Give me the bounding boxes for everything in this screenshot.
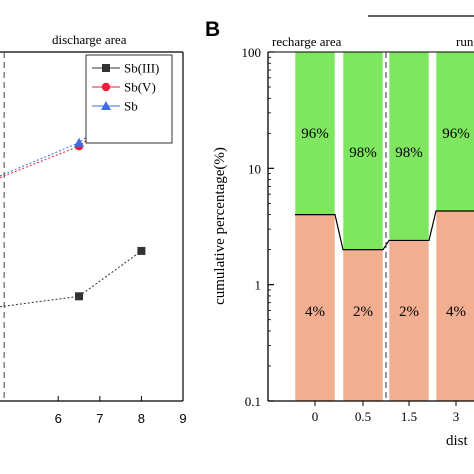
panel-b-letter: B: [205, 18, 220, 41]
bar-upper-label-2: 98%: [395, 145, 423, 161]
panel-b: B 4% 96% 2% 98% 2% 98% 4% 96% 0.1 1 10 100 0 0.5 1.5…: [205, 15, 474, 449]
bar-upper-1: [342, 51, 384, 250]
legend-marker-0: [102, 64, 110, 72]
bar-lower-label-3: 4%: [446, 304, 466, 320]
panel-b-annotation-recharge: recharge area: [272, 34, 342, 49]
panel-b-x-tick-label-1: 0.5: [355, 409, 371, 424]
legend-label-2: Sb: [124, 99, 138, 114]
panel-b-y-tick-label-1: 1: [255, 278, 262, 293]
bar-upper-3: [435, 51, 474, 212]
bar-lower-1: [342, 249, 384, 402]
panel-b-y-axis-label: cumulative percentage(%): [212, 147, 228, 305]
legend-items: Sb(III) Sb(V) Sb: [92, 61, 159, 114]
legend-label-1: Sb(V): [124, 80, 156, 95]
series-2-point-1: [74, 137, 85, 147]
legend-box: [85, 54, 173, 144]
panel-b-x-tick-label-2: 1.5: [401, 409, 417, 424]
bar-lower-2: [388, 240, 430, 402]
panel-a-x-tick-label-3: 9: [179, 411, 186, 426]
bar-lower-label-1: 2%: [353, 304, 373, 320]
panel-a-x-tick-label-2: 8: [138, 411, 145, 426]
panel-a-annotation-discharge: discharge area: [52, 32, 127, 47]
series-0-point-1: [75, 292, 84, 301]
bar-lower-0: [294, 214, 336, 402]
panel-a-x-ticks: 6 7 8 9: [55, 396, 187, 426]
panel-b-y-tick-label-0: 0.1: [245, 394, 261, 409]
panel-b-x-ticks: 0 0.5 1.5 3: [312, 401, 460, 424]
panel-b-annotation-run: run: [456, 34, 474, 49]
bar-upper-label-0: 96%: [301, 126, 329, 142]
panel-b-bars: 4% 96% 2% 98% 2% 98% 4% 96%: [294, 51, 474, 402]
bar-upper-label-1: 98%: [349, 145, 377, 161]
bar-upper-label-3: 96%: [442, 126, 470, 142]
panel-a-legend: Sb(III) Sb(V) Sb: [85, 54, 173, 144]
bar-upper-0: [294, 51, 336, 215]
legend-marker-2: [101, 101, 111, 110]
bar-lower-label-2: 2%: [399, 304, 419, 320]
panel-b-y-tick-label-2: 10: [248, 161, 261, 176]
series-0-point-2: [137, 246, 146, 255]
panel-b-y-tick-label-3: 100: [242, 45, 262, 60]
legend-marker-1: [101, 82, 111, 92]
legend-label-0: Sb(III): [124, 61, 159, 76]
panel-b-x-tick-label-0: 0: [312, 409, 319, 424]
bar-lower-3: [435, 210, 474, 402]
series-0: [0, 246, 146, 308]
panel-b-x-tick-label-3: 3: [453, 409, 460, 424]
panel-b-x-axis-label: dist: [446, 433, 469, 449]
panel-a-x-tick-label-1: 7: [96, 411, 103, 426]
panel-a: 6 7 8 9 discharge area Sb(III) Sb(V) Sb: [0, 32, 187, 426]
panel-a-x-tick-label-0: 6: [55, 411, 62, 426]
bar-lower-label-0: 4%: [305, 304, 325, 320]
panel-b-y-ticks: 0.1 1 10 100: [242, 45, 274, 409]
series-line-0: [0, 250, 142, 308]
